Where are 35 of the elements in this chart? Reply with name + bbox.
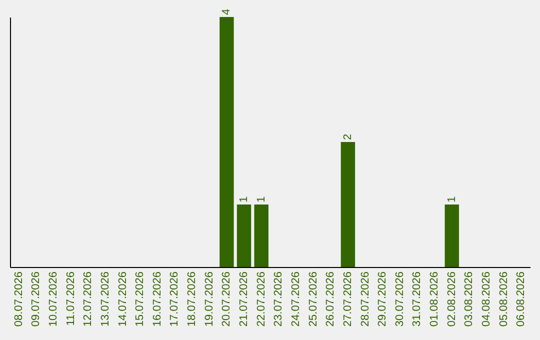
x-tick-label: 14.07.2026 (116, 272, 129, 327)
x-tick-label: 29.07.2026 (376, 272, 389, 327)
x-tick-label: 06.08.2026 (515, 272, 528, 327)
x-tick-label: 08.07.2026 (12, 272, 25, 327)
x-tick-label: 20.07.2026 (220, 272, 233, 327)
x-tick-label: 17.07.2026 (168, 272, 181, 327)
x-tick-label: 16.07.2026 (151, 272, 164, 327)
x-tick-label: 03.08.2026 (463, 272, 476, 327)
x-tick-label: 15.07.2026 (134, 272, 146, 327)
x-tick-label: 10.07.2026 (47, 272, 60, 327)
x-tick-label: 01.08.2026 (428, 272, 441, 327)
data-label: 4 (220, 8, 233, 15)
x-tick-label: 09.07.2026 (30, 272, 42, 327)
x-tick-label: 24.07.2026 (290, 272, 302, 327)
x-tick-label: 12.07.2026 (82, 272, 94, 327)
x-tick-label: 02.08.2026 (446, 272, 458, 327)
x-tick-label: 27.07.2026 (342, 272, 354, 327)
x-tick-label: 18.07.2026 (186, 272, 198, 327)
data-label: 1 (238, 196, 250, 202)
x-tick-label: 25.07.2026 (307, 272, 320, 327)
x-tick-label: 19.07.2026 (203, 272, 216, 327)
x-tick-label: 21.07.2026 (238, 272, 250, 327)
x-tick-label: 30.07.2026 (394, 272, 406, 327)
x-tick-label: 22.07.2026 (255, 272, 268, 327)
data-label: 2 (342, 134, 354, 140)
x-tick-label: 31.07.2026 (411, 272, 424, 327)
data-label: 1 (446, 196, 458, 202)
x-tick-label: 04.08.2026 (480, 272, 493, 327)
x-tick-label: 11.07.2026 (64, 272, 77, 326)
x-tick-label: 05.08.2026 (498, 272, 510, 327)
x-tick-label: 26.07.2026 (324, 272, 337, 327)
x-tick-label: 28.07.2026 (359, 272, 372, 327)
data-label: 1 (255, 196, 268, 202)
x-tick-label: 23.07.2026 (272, 272, 285, 327)
x-tick-label: 13.07.2026 (99, 272, 112, 327)
